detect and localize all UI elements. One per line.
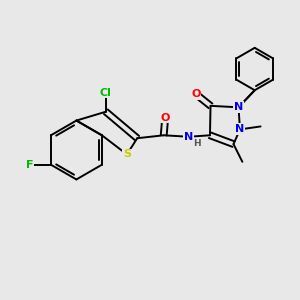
Text: S: S — [123, 149, 131, 159]
Text: Cl: Cl — [100, 88, 112, 98]
Text: O: O — [160, 112, 170, 123]
Text: N: N — [234, 102, 243, 112]
Text: O: O — [191, 89, 200, 99]
Text: N: N — [184, 132, 194, 142]
Text: N: N — [236, 124, 244, 134]
Text: H: H — [193, 139, 201, 148]
Text: F: F — [26, 160, 33, 170]
